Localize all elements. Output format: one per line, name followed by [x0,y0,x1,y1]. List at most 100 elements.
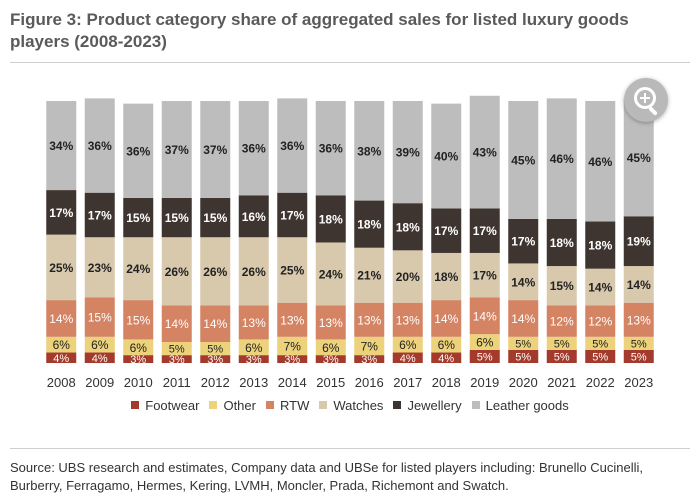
bar-segment-other-2020 [508,336,539,350]
bar-segment-other-2018 [431,336,462,353]
data-label-rtw-2011: 14% [165,317,189,331]
chart-legend: Footwear Other RTW Watches Jewellery Leather … [0,398,700,413]
bar-segment-rtw-2021 [546,305,577,337]
x-tick-label-2015: 2015 [316,375,345,390]
data-label-other-2014: 7% [284,339,302,353]
data-label-other-2017: 6% [399,338,417,352]
bar-segment-jewellery-2021 [546,218,577,267]
data-label-footwear-2022: 5% [592,351,608,363]
zoom-in-button[interactable] [624,78,668,122]
legend-label-footwear: Footwear [145,398,200,413]
bar-segment-jewellery-2023 [623,216,654,267]
x-tick-label-2012: 2012 [201,375,230,390]
data-label-watches-2008: 25% [49,261,73,275]
bar-segment-rtw-2022 [585,305,616,337]
bar-segment-other-2010 [123,339,154,356]
data-label-jewellery-2009: 17% [88,208,112,222]
bar-segment-footwear-2010 [123,355,154,363]
data-label-rtw-2014: 13% [280,313,304,327]
data-label-rtw-2017: 13% [396,313,420,327]
bar-segment-rtw-2019 [469,297,500,335]
bar-segment-other-2009 [84,336,115,353]
data-label-rtw-2019: 14% [473,309,497,323]
x-tick-label-2017: 2017 [393,375,422,390]
data-label-rtw-2020: 14% [511,312,535,326]
data-label-leather-goods-2008: 34% [49,139,73,153]
data-label-jewellery-2013: 16% [242,210,266,224]
bar-segment-other-2021 [546,336,577,350]
bar-segment-leather-goods-2013 [238,101,269,196]
legend-swatch-watches [319,401,328,409]
data-label-other-2019: 6% [476,336,494,350]
legend-swatch-leather-goods [471,401,480,409]
data-label-footwear-2013: 3% [246,354,262,366]
data-label-jewellery-2023: 19% [627,235,651,249]
bar-segment-watches-2020 [508,263,539,301]
bar-segment-other-2022 [585,336,616,350]
data-label-watches-2016: 21% [357,269,381,283]
data-label-watches-2017: 20% [396,270,420,284]
x-tick-label-2016: 2016 [355,375,384,390]
data-label-other-2009: 6% [91,338,109,352]
bar-segment-jewellery-2008 [46,190,77,235]
bar-segment-rtw-2011 [161,305,192,343]
data-label-jewellery-2014: 17% [280,208,304,222]
bar-segment-rtw-2018 [431,300,462,337]
data-label-leather-goods-2018: 40% [434,150,458,164]
data-label-watches-2021: 15% [550,279,574,293]
data-label-leather-goods-2012: 37% [203,143,227,157]
data-label-leather-goods-2020: 45% [511,153,535,167]
data-label-footwear-2021: 5% [554,351,570,363]
x-tick-label-2023: 2023 [624,375,653,390]
x-tick-label-2014: 2014 [278,375,307,390]
data-label-leather-goods-2022: 46% [588,155,612,169]
legend-item-other: Other [209,398,256,413]
bar-segment-leather-goods-2014 [277,98,308,193]
data-label-leather-goods-2019: 43% [473,146,497,160]
data-label-jewellery-2020: 17% [511,235,535,249]
bar-segment-leather-goods-2019 [469,95,500,209]
legend-label-rtw: RTW [279,398,310,413]
bar-segment-watches-2023 [623,266,654,303]
data-label-other-2018: 6% [438,338,456,352]
data-label-rtw-2009: 15% [88,311,112,325]
data-label-other-2012: 5% [207,344,223,356]
data-label-footwear-2010: 3% [130,354,146,366]
bar-segment-footwear-2017 [392,352,423,363]
data-label-other-2010: 6% [130,341,148,355]
bar-segment-other-2011 [161,342,192,356]
bar-segment-leather-goods-2022 [585,101,616,222]
legend-item-jewellery: Jewellery [393,398,462,413]
bar-segment-watches-2015 [315,242,346,306]
data-label-footwear-2019: 5% [477,351,493,363]
legend-swatch-other [209,401,218,409]
chart-title: Figure 3: Product category share of aggr… [10,10,629,51]
data-label-jewellery-2021: 18% [550,236,574,250]
bar-segment-rtw-2023 [623,302,654,337]
bar-segment-rtw-2010 [123,300,154,340]
data-label-jewellery-2012: 15% [203,211,227,225]
bar-segment-leather-goods-2011 [161,101,192,198]
legend-label-watches: Watches [333,398,384,413]
bar-segment-other-2023 [623,336,654,350]
data-label-watches-2009: 23% [88,261,112,275]
legend-swatch-jewellery [393,401,402,409]
data-label-rtw-2018: 14% [434,312,458,326]
data-label-jewellery-2022: 18% [588,239,612,253]
bar-segment-rtw-2009 [84,297,115,337]
data-label-other-2022: 5% [592,338,608,350]
data-label-jewellery-2008: 17% [49,206,73,220]
x-tick-label-2019: 2019 [470,375,499,390]
legend-item-rtw: RTW [265,398,310,413]
bar-segment-jewellery-2019 [469,208,500,253]
data-label-other-2013: 6% [245,341,263,355]
x-tick-label-2010: 2010 [124,375,153,390]
source-note: Source: UBS research and estimates, Comp… [10,460,643,493]
data-label-leather-goods-2011: 37% [165,143,189,157]
data-label-footwear-2008: 4% [53,353,69,365]
bar-segment-jewellery-2020 [508,218,539,264]
x-tick-label-2020: 2020 [509,375,538,390]
data-label-footwear-2014: 3% [284,354,300,366]
bar-segment-other-2008 [46,336,77,353]
data-label-rtw-2012: 14% [203,317,227,331]
